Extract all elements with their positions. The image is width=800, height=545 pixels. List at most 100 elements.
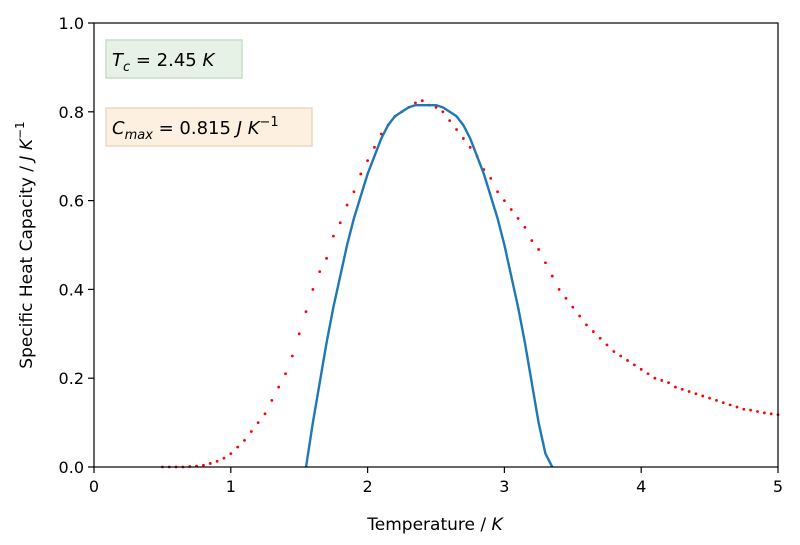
data-point (359, 172, 363, 176)
data-point (605, 343, 609, 347)
annotation-exponent: −1 (260, 115, 279, 130)
data-point (373, 145, 376, 149)
annotations: Tc = 2.45 K Cmax = 0.815 J K−1 (105, 39, 313, 147)
data-point (338, 221, 342, 225)
data-point (564, 296, 568, 300)
fit-curve (304, 103, 554, 468)
y-tick-label: 0.6 (59, 192, 84, 211)
data-point (769, 412, 773, 416)
axes: 0 1 2 3 4 5 0.0 0.2 0.4 0.6 0.8 1.0 (59, 14, 784, 496)
data-point (503, 199, 506, 203)
data-point (667, 381, 670, 385)
data-point (626, 359, 629, 362)
annotation-value: = 0.815 (153, 118, 237, 139)
data-point (468, 145, 472, 149)
x-tick-label: 4 (636, 477, 646, 496)
y-tick-label: 0.8 (59, 103, 84, 122)
data-point (523, 225, 527, 229)
x-tick-label: 1 (226, 477, 236, 496)
data-point (571, 305, 575, 309)
data-point (639, 367, 643, 371)
data-point (229, 452, 233, 456)
data-point (735, 405, 739, 409)
y-axis-label: Specific Heat Capacity / J K−1 (13, 121, 37, 368)
data-point (680, 387, 684, 391)
data-point (441, 110, 445, 114)
data-point (544, 261, 547, 265)
y-tick-label: 0.2 (59, 369, 84, 388)
x-tick-label: 0 (89, 477, 99, 496)
data-point (537, 248, 540, 251)
annotation-text: Tc = 2.45 K (112, 50, 215, 75)
annotation-unit: K (202, 50, 215, 71)
data-point (715, 399, 718, 402)
data-point (489, 177, 493, 180)
data-point (222, 456, 226, 460)
data-point (420, 99, 424, 103)
data-point (530, 239, 534, 242)
data-point (660, 379, 664, 382)
data-point (653, 376, 657, 380)
annotation-symbol: T (112, 50, 125, 71)
data-point (762, 411, 766, 415)
data-point (550, 274, 554, 278)
data-point (332, 234, 335, 238)
annotation-frame (105, 107, 313, 147)
data-point (461, 137, 465, 140)
annotation-subscript: c (123, 60, 130, 75)
data-point (557, 288, 561, 291)
annotation-box: Cmax = 0.815 J K−1 (105, 107, 313, 147)
y-tick-label: 0.4 (59, 280, 84, 299)
data-point (619, 354, 623, 358)
data-point (756, 410, 759, 413)
data-point (270, 399, 274, 402)
data-point (277, 385, 281, 389)
series-layer (161, 99, 780, 469)
data-point (448, 119, 452, 123)
data-point (598, 336, 602, 340)
annotation-text: Cmax = 0.815 J K−1 (112, 115, 279, 143)
data-point (284, 372, 287, 376)
data-point (325, 256, 328, 260)
data-point (318, 270, 322, 274)
data-point (455, 128, 458, 131)
annotation-box: Tc = 2.45 K (105, 39, 243, 79)
x-tick-label: 3 (499, 477, 509, 496)
data-point (256, 421, 260, 424)
data-point (434, 105, 438, 109)
annotation-subscript: max (125, 128, 154, 143)
data-point (749, 408, 753, 412)
data-point (687, 390, 691, 393)
data-point (742, 407, 746, 411)
data-point (366, 159, 369, 163)
axes-frame (93, 22, 779, 468)
data-point (208, 462, 212, 465)
annotation-value: = 2.45 (130, 50, 202, 71)
data-point (215, 459, 219, 463)
data-point (516, 216, 520, 220)
data-point (646, 372, 650, 376)
x-tick-label: 5 (773, 477, 783, 496)
data-point (721, 401, 725, 405)
data-point (585, 323, 588, 327)
scatter-series (161, 99, 780, 469)
data-point (414, 101, 417, 105)
data-point (236, 445, 240, 449)
data-point (243, 438, 246, 442)
data-point (345, 203, 349, 207)
data-point (632, 363, 636, 367)
data-point (612, 350, 616, 353)
data-point (311, 288, 315, 291)
plot-area (94, 23, 778, 467)
data-point (352, 190, 356, 194)
data-point (263, 412, 267, 416)
x-tick-label: 2 (363, 477, 373, 496)
data-point (290, 354, 294, 358)
data-point (578, 314, 582, 318)
data-point (249, 430, 253, 433)
x-axis-label: Temperature / K (366, 515, 504, 535)
data-point (728, 403, 732, 407)
data-point (496, 190, 499, 194)
annotation-unit: J K (234, 118, 261, 139)
